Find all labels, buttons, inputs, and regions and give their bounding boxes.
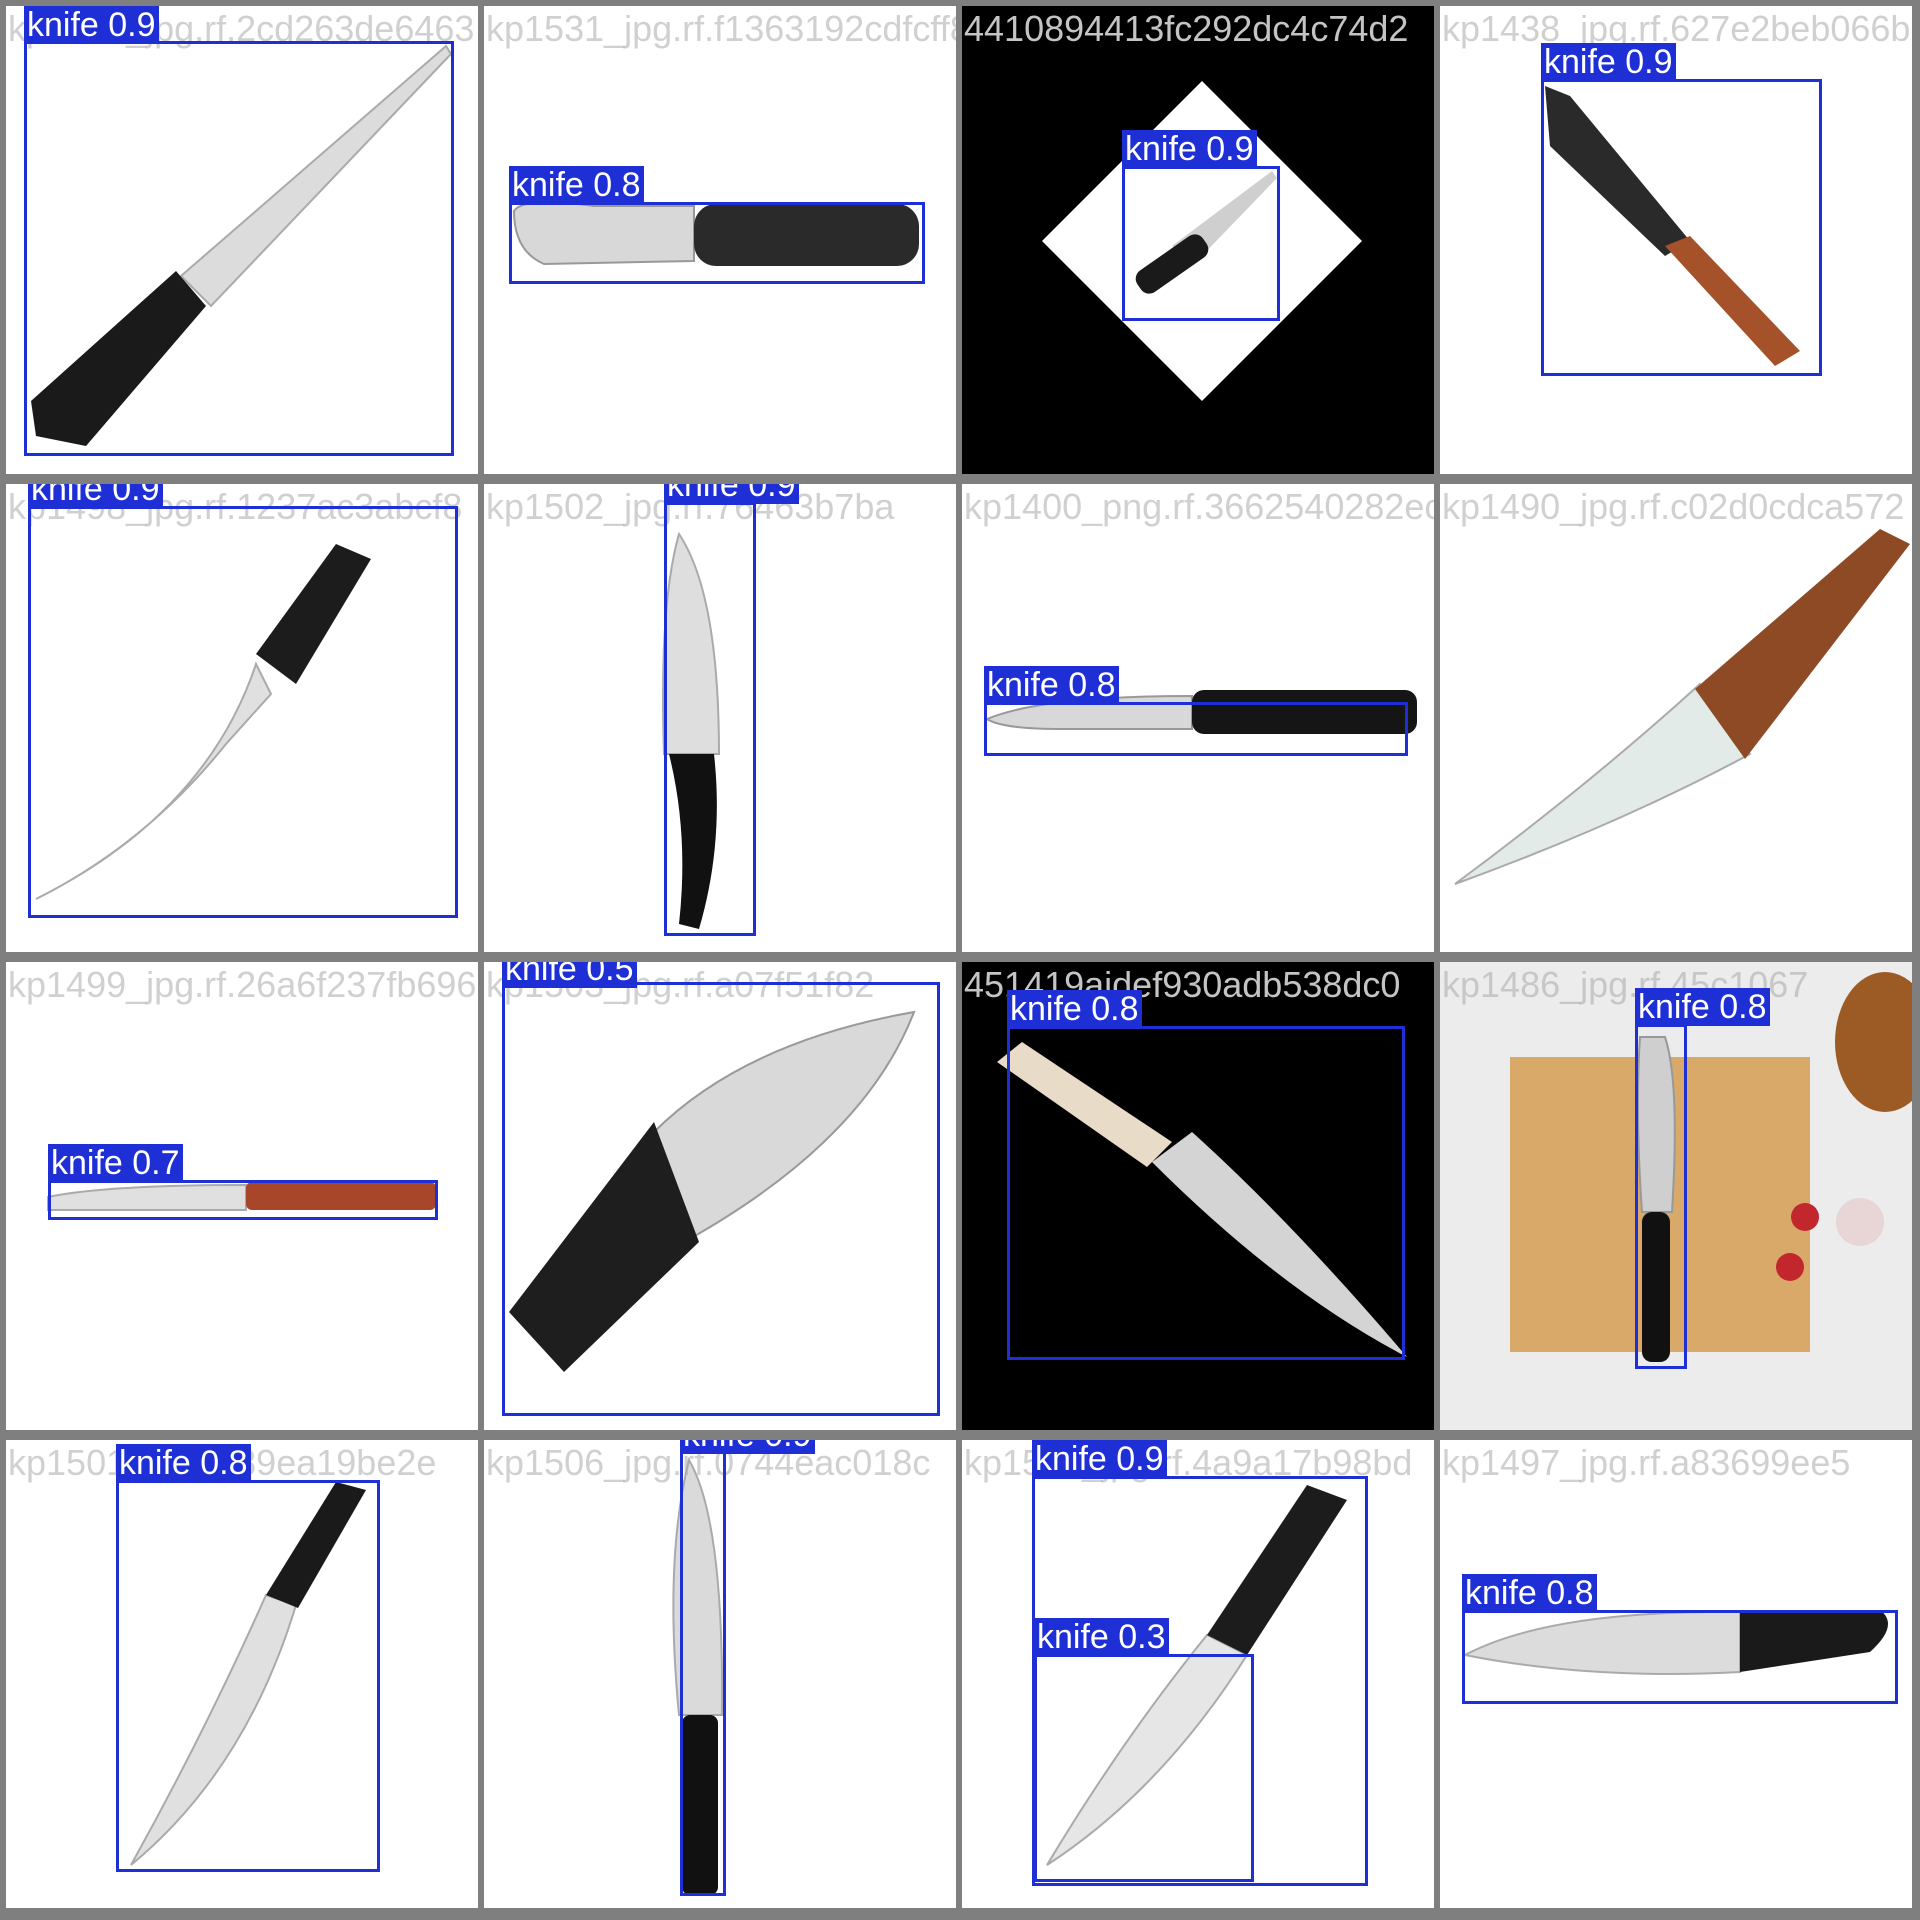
knife-image — [47, 1182, 436, 1211]
knife-image — [512, 201, 919, 266]
filename-label: kp1438_jpg.rf.627e2beb066bc — [1442, 8, 1912, 49]
image-tile: kp1544_jpg.rf.4a9a17b98bd knife 0.9 knif… — [962, 1440, 1434, 1908]
image-tile: kp1497_jpg.rf.a83699ee5 knife 0.8 — [1440, 1440, 1912, 1908]
knife-image — [672, 1457, 724, 1895]
bounding-box — [502, 982, 940, 1416]
detection-label: knife 0.8 — [509, 166, 644, 204]
knife-image — [1545, 86, 1800, 366]
knife-image — [662, 531, 721, 929]
detection-label: knife 0.8 — [1007, 990, 1142, 1028]
bounding-box — [116, 1480, 380, 1872]
knife-image — [509, 1010, 916, 1372]
bounding-box — [1635, 1024, 1687, 1369]
detection-label: knife 0.9 — [1122, 130, 1257, 168]
bounding-box — [1032, 1476, 1368, 1886]
image-tile: 4410894413fc292dc4c74d2 knife 0.9 — [962, 6, 1434, 474]
bounding-box — [680, 1450, 726, 1896]
image-tile: kp1506_jpg.rf.0744eac018c knife 0.9 — [484, 1440, 956, 1908]
detection-label: knife 0.8 — [1462, 1574, 1597, 1612]
detection-label: knife 0.9 — [28, 484, 163, 508]
detection-label: knife 0.9 — [680, 1440, 815, 1454]
detection-label: knife 0.9 — [24, 6, 159, 44]
filename-label: kp1531_jpg.rf.f1363192cdfcff8 — [486, 8, 956, 49]
detection-label: knife 0.5 — [502, 962, 637, 988]
detection-label: knife 0.7 — [48, 1144, 183, 1182]
bounding-box — [509, 202, 925, 284]
bounding-box — [984, 702, 1408, 756]
filename-label: kp1490_jpg.rf.c02d0cdca572 — [1442, 486, 1905, 527]
bounding-box — [24, 41, 454, 456]
image-tile: kp1438_jpg.rf.627e2beb066bc knife 0.9 — [1440, 6, 1912, 474]
bounding-box — [664, 502, 756, 936]
detection-label: knife 0.8 — [116, 1444, 251, 1482]
bounding-box — [48, 1180, 438, 1220]
knife-image — [1636, 972, 1912, 1362]
bounding-box — [1541, 79, 1822, 376]
image-tile: 451419aidef930adb538dc0 knife 0.8 — [962, 962, 1434, 1430]
bounding-box — [1007, 1026, 1405, 1360]
image-tile: kp1501_jpg.rf.89ea19be2e knife 0.8 — [6, 1440, 478, 1908]
detection-label: knife 0.9 — [664, 484, 799, 504]
detection-label: knife 0.8 — [984, 666, 1119, 704]
image-tile: kp1502_jpg.rf.76463b7ba knife 0.9 — [484, 484, 956, 952]
knife-image — [997, 1042, 1407, 1357]
detection-label: knife 0.3 — [1034, 1618, 1169, 1656]
detection-label: knife 0.8 — [1635, 988, 1770, 1026]
detection-label: knife 0.9 — [1541, 43, 1676, 81]
bounding-box — [28, 506, 458, 918]
filename-label: 4410894413fc292dc4c74d2 — [964, 8, 1409, 49]
image-tile: kp1400_png.rf.3662540282ec knife 0.8 — [962, 484, 1434, 952]
image-tile: kp1503_jpg.rf.a07f51f82 knife 0.5 — [484, 962, 956, 1430]
image-tile: kp1486_jpg.rf.45c1067 knife 0.8 — [1440, 962, 1912, 1430]
knife-image — [130, 1482, 366, 1866]
bounding-box — [1034, 1654, 1254, 1882]
image-tile: kp1531_jpg.rf.f1363192cdfcff8 knife 0.8 — [484, 6, 956, 474]
bounding-box — [1462, 1610, 1898, 1704]
image-tile: kp1490_jpg.rf.c02d0cdca572 — [1440, 484, 1912, 952]
filename-label: kp1400_png.rf.3662540282ec — [964, 486, 1434, 527]
bounding-box — [1122, 166, 1280, 321]
filename-label: kp1497_jpg.rf.a83699ee5 — [1442, 1442, 1851, 1483]
knife-image — [35, 544, 371, 900]
image-tile: kp1551_jpg.rf.2cd263de6463 knife 0.9 — [6, 6, 478, 474]
filename-label: kp1499_jpg.rf.26a6f237fb696 — [8, 964, 477, 1005]
knife-image — [1454, 529, 1910, 885]
detection-label: knife 0.9 — [1032, 1440, 1167, 1478]
knife-image — [1462, 1610, 1888, 1675]
image-tile: kp1499_jpg.rf.26a6f237fb696 knife 0.7 — [6, 962, 478, 1430]
image-tile: kp1498_jpg.rf.1237ac3abcf8 knife 0.9 — [6, 484, 478, 952]
